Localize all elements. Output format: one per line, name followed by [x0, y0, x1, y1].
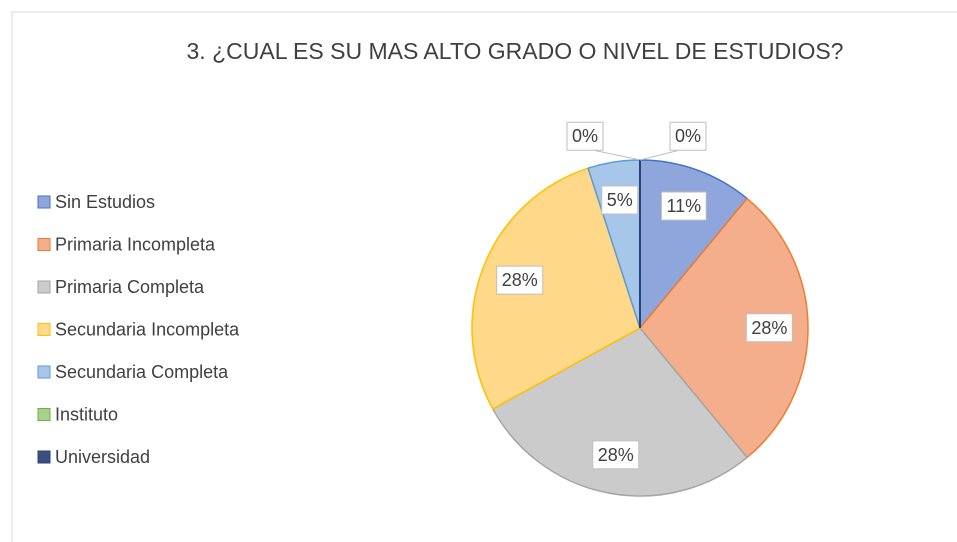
data-label-box — [566, 121, 604, 151]
data-label-box — [601, 185, 639, 215]
data-label: 28% — [502, 270, 538, 290]
data-label: 28% — [598, 445, 634, 465]
legend-swatch — [37, 408, 51, 421]
pie-slice — [471, 167, 641, 410]
chart-frame — [11, 11, 957, 542]
legend-label: Primaria Incompleta — [55, 234, 216, 254]
data-label: 0% — [572, 126, 598, 146]
legend-label: Primaria Completa — [55, 277, 205, 297]
data-label-box — [660, 191, 707, 221]
legend-swatch — [37, 195, 51, 209]
legend-swatch — [37, 280, 51, 294]
data-label: 11% — [666, 196, 701, 216]
pie-slice — [491, 327, 749, 497]
pie-slice — [639, 197, 809, 459]
legend-swatch — [37, 323, 51, 336]
legend-swatch — [37, 365, 51, 379]
legend-swatch — [37, 238, 51, 251]
data-label: 28% — [751, 318, 787, 338]
legend-label: Instituto — [55, 404, 118, 424]
data-label-box — [496, 265, 544, 295]
leader-line — [639, 149, 679, 161]
data-label: 5% — [607, 190, 633, 210]
legend-label: Sin Estudios — [55, 192, 155, 212]
data-label-box — [745, 313, 793, 343]
legend-swatch — [37, 450, 51, 464]
legend-label: Universidad — [55, 447, 150, 467]
data-label-box — [592, 440, 640, 470]
legend-label: Secundaria Incompleta — [55, 319, 240, 339]
data-label: 0% — [675, 126, 701, 146]
chart-title: 3. ¿CUAL ES SU MAS ALTO GRADO O NIVEL DE… — [186, 38, 844, 64]
data-label-box — [669, 121, 707, 151]
legend-label: Secundaria Completa — [55, 362, 229, 382]
leader-line — [594, 149, 641, 161]
